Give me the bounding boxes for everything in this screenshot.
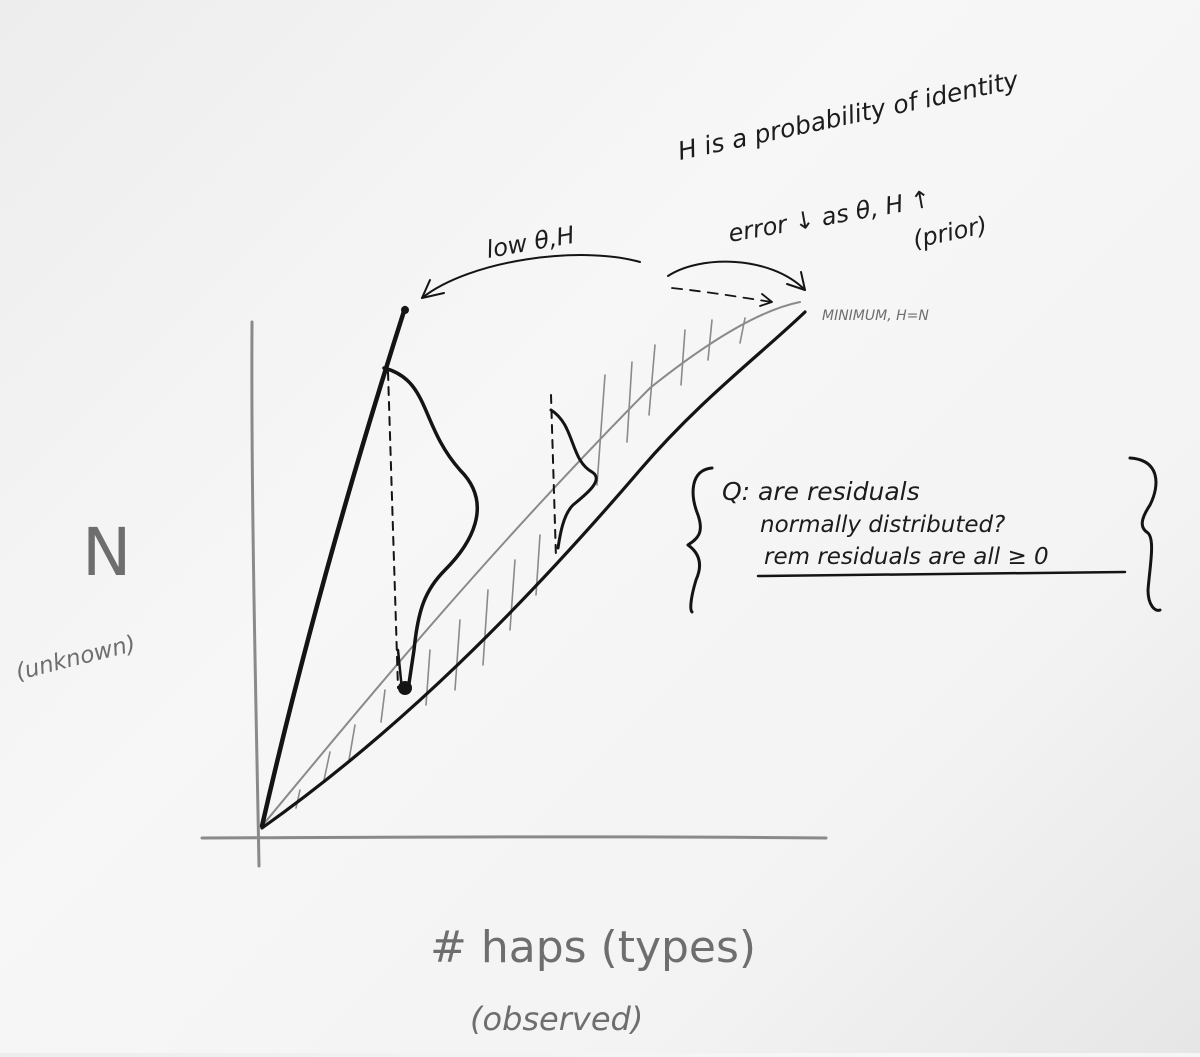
question-underline [756,570,1127,578]
h-definition: H is a probability of identity [675,65,1022,166]
hatch-marks [295,317,746,809]
question-block: Q: are residuals normally distributed? r… [686,456,1162,614]
dashed-drop-right [550,394,557,559]
steep-line-endpoint [401,306,409,314]
y-axis-sublabel: (unknown) [13,631,138,686]
left-brace [686,466,714,614]
arrow-to-minimum-head [786,271,806,291]
minimum-label: MINIMUM, H=N [822,308,929,324]
prior-note: (prior) [910,211,989,254]
y-axis-label: N [82,514,131,591]
dashed-drop-left [387,371,399,689]
axes [200,320,828,868]
question-line-2: normally distributed? [760,512,1005,538]
shaded-region [261,301,801,827]
minimum-line [260,310,807,830]
left-residual-distribution [382,366,479,692]
dotted-arrow [671,287,773,303]
question-line-1: Q: are residuals [722,477,920,506]
question-line-3: rem residuals are all ≥ 0 [764,544,1049,570]
error-note: error ↓ as θ, H ↑ [726,185,933,248]
x-axis-sublabel: (observed) [470,1000,643,1038]
low-theta-label: low θ,H [484,221,576,264]
upper-boundary-line [261,301,801,827]
right-brace [1128,456,1162,612]
steep-line [259,305,408,829]
arrow-to-minimum [667,260,806,291]
right-residual-distribution [549,408,598,550]
dotted-arrow-head [759,293,773,307]
x-axis [200,835,828,840]
arrow-to-low [421,254,641,299]
x-axis-label: # haps (types) [430,922,756,973]
arrow-to-low-head [421,279,445,299]
y-axis [250,320,261,868]
